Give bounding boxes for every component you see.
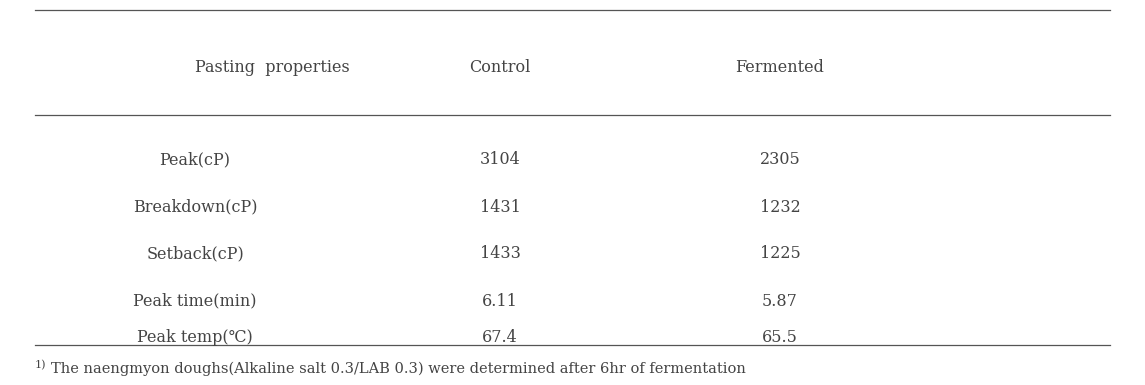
Text: Setback(cP): Setback(cP) (147, 246, 244, 263)
Text: Peak(cP): Peak(cP) (159, 152, 230, 169)
Text: 67.4: 67.4 (482, 330, 518, 346)
Text: Pasting  properties: Pasting properties (195, 60, 349, 77)
Text: 3104: 3104 (480, 152, 520, 169)
Text: 5.87: 5.87 (763, 293, 798, 310)
Text: 2305: 2305 (759, 152, 800, 169)
Text: 65.5: 65.5 (763, 330, 798, 346)
Text: 1225: 1225 (759, 246, 800, 263)
Text: Fermented: Fermented (735, 60, 824, 77)
Text: 1): 1) (35, 360, 47, 370)
Text: Peak time(min): Peak time(min) (133, 293, 256, 310)
Text: The naengmyon doughs(Alkaline salt 0.3/LAB 0.3) were determined after 6hr of fer: The naengmyon doughs(Alkaline salt 0.3/L… (52, 362, 745, 377)
Text: 1232: 1232 (759, 199, 800, 216)
Text: Breakdown(cP): Breakdown(cP) (133, 199, 258, 216)
Text: 1431: 1431 (480, 199, 521, 216)
Text: 1433: 1433 (480, 246, 521, 263)
Text: 6.11: 6.11 (482, 293, 518, 310)
Text: Peak temp(℃): Peak temp(℃) (137, 330, 253, 346)
Text: Control: Control (469, 60, 530, 77)
